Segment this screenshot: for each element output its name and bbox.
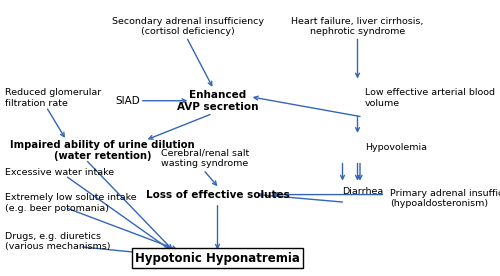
Text: SIAD: SIAD (115, 96, 140, 106)
Text: Heart failure, liver cirrhosis,
nephrotic syndrome: Heart failure, liver cirrhosis, nephroti… (292, 17, 424, 36)
Text: Secondary adrenal insufficiency
(cortisol deficiency): Secondary adrenal insufficiency (cortiso… (112, 17, 264, 36)
Text: Reduced glomerular
filtration rate: Reduced glomerular filtration rate (5, 88, 101, 108)
Text: Loss of effective solutes: Loss of effective solutes (146, 190, 290, 200)
Text: Extremely low solute intake
(e.g. beer potomania): Extremely low solute intake (e.g. beer p… (5, 193, 136, 213)
Text: Hypotonic Hyponatremia: Hypotonic Hyponatremia (135, 251, 300, 265)
Text: Drugs, e.g. diuretics
(various mechanisms): Drugs, e.g. diuretics (various mechanism… (5, 232, 110, 251)
Text: Cerebral/renal salt
wasting syndrome: Cerebral/renal salt wasting syndrome (161, 149, 249, 168)
Text: Impaired ability of urine dilution
(water retention): Impaired ability of urine dilution (wate… (10, 140, 195, 161)
Text: Enhanced
AVP secretion: Enhanced AVP secretion (177, 90, 258, 112)
Text: Low effective arterial blood
volume: Low effective arterial blood volume (365, 88, 495, 108)
Text: Excessive water intake: Excessive water intake (5, 168, 114, 177)
Text: Hypovolemia: Hypovolemia (365, 143, 427, 152)
Text: Diarrhea: Diarrhea (342, 187, 384, 196)
Text: Primary adrenal insufficiency
(hypoaldosteronism): Primary adrenal insufficiency (hypoaldos… (390, 189, 500, 208)
